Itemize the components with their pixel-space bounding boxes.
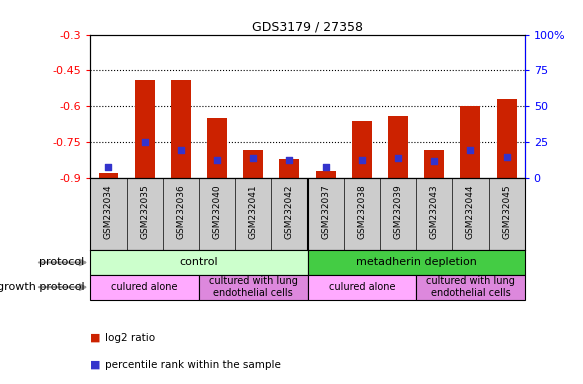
Bar [243, 149, 263, 178]
Text: GSM232043: GSM232043 [430, 184, 439, 238]
Point [212, 157, 222, 163]
Title: GDS3179 / 27358: GDS3179 / 27358 [252, 20, 363, 33]
Point [394, 155, 403, 161]
Text: GSM232042: GSM232042 [285, 184, 294, 238]
Point [321, 164, 331, 170]
Bar [497, 99, 517, 178]
Text: GSM232045: GSM232045 [502, 184, 511, 238]
Text: GSM232038: GSM232038 [357, 184, 366, 239]
Point [430, 158, 439, 164]
Text: GSM232034: GSM232034 [104, 184, 113, 238]
Text: metadherin depletion: metadherin depletion [356, 257, 476, 268]
Point [502, 154, 511, 160]
Text: cultured with lung
endothelial cells: cultured with lung endothelial cells [426, 276, 515, 298]
Point [104, 164, 113, 170]
Text: GSM232035: GSM232035 [140, 184, 149, 239]
Point [285, 157, 294, 163]
Bar [279, 159, 300, 178]
Text: protocol: protocol [39, 257, 85, 268]
Text: GSM232036: GSM232036 [176, 184, 185, 239]
Text: ■: ■ [90, 360, 101, 370]
Text: ■: ■ [90, 333, 101, 343]
Text: GSM232041: GSM232041 [249, 184, 258, 238]
Text: growth protocol: growth protocol [0, 282, 85, 292]
Bar [388, 116, 408, 178]
Bar [424, 149, 444, 178]
Text: culured alone: culured alone [329, 282, 395, 292]
Text: GSM232044: GSM232044 [466, 184, 475, 238]
Point [176, 146, 185, 152]
Bar [308, 250, 525, 275]
Point [140, 139, 149, 146]
Text: GSM232040: GSM232040 [213, 184, 222, 238]
Point [466, 146, 475, 152]
Bar [315, 171, 336, 178]
Bar [416, 275, 525, 300]
Bar [90, 250, 308, 275]
Text: log2 ratio: log2 ratio [105, 333, 155, 343]
Bar [352, 121, 372, 178]
Bar [90, 275, 199, 300]
Bar [207, 118, 227, 178]
Bar [199, 275, 308, 300]
Text: control: control [180, 257, 218, 268]
Bar [461, 106, 480, 178]
Point [357, 157, 367, 163]
Bar [171, 80, 191, 178]
Bar [135, 80, 154, 178]
Text: culured alone: culured alone [111, 282, 178, 292]
Text: GSM232037: GSM232037 [321, 184, 330, 239]
Bar [99, 174, 118, 178]
Text: GSM232039: GSM232039 [394, 184, 402, 239]
Text: cultured with lung
endothelial cells: cultured with lung endothelial cells [209, 276, 298, 298]
Point [248, 155, 258, 161]
Text: percentile rank within the sample: percentile rank within the sample [105, 360, 281, 370]
Bar [308, 275, 416, 300]
